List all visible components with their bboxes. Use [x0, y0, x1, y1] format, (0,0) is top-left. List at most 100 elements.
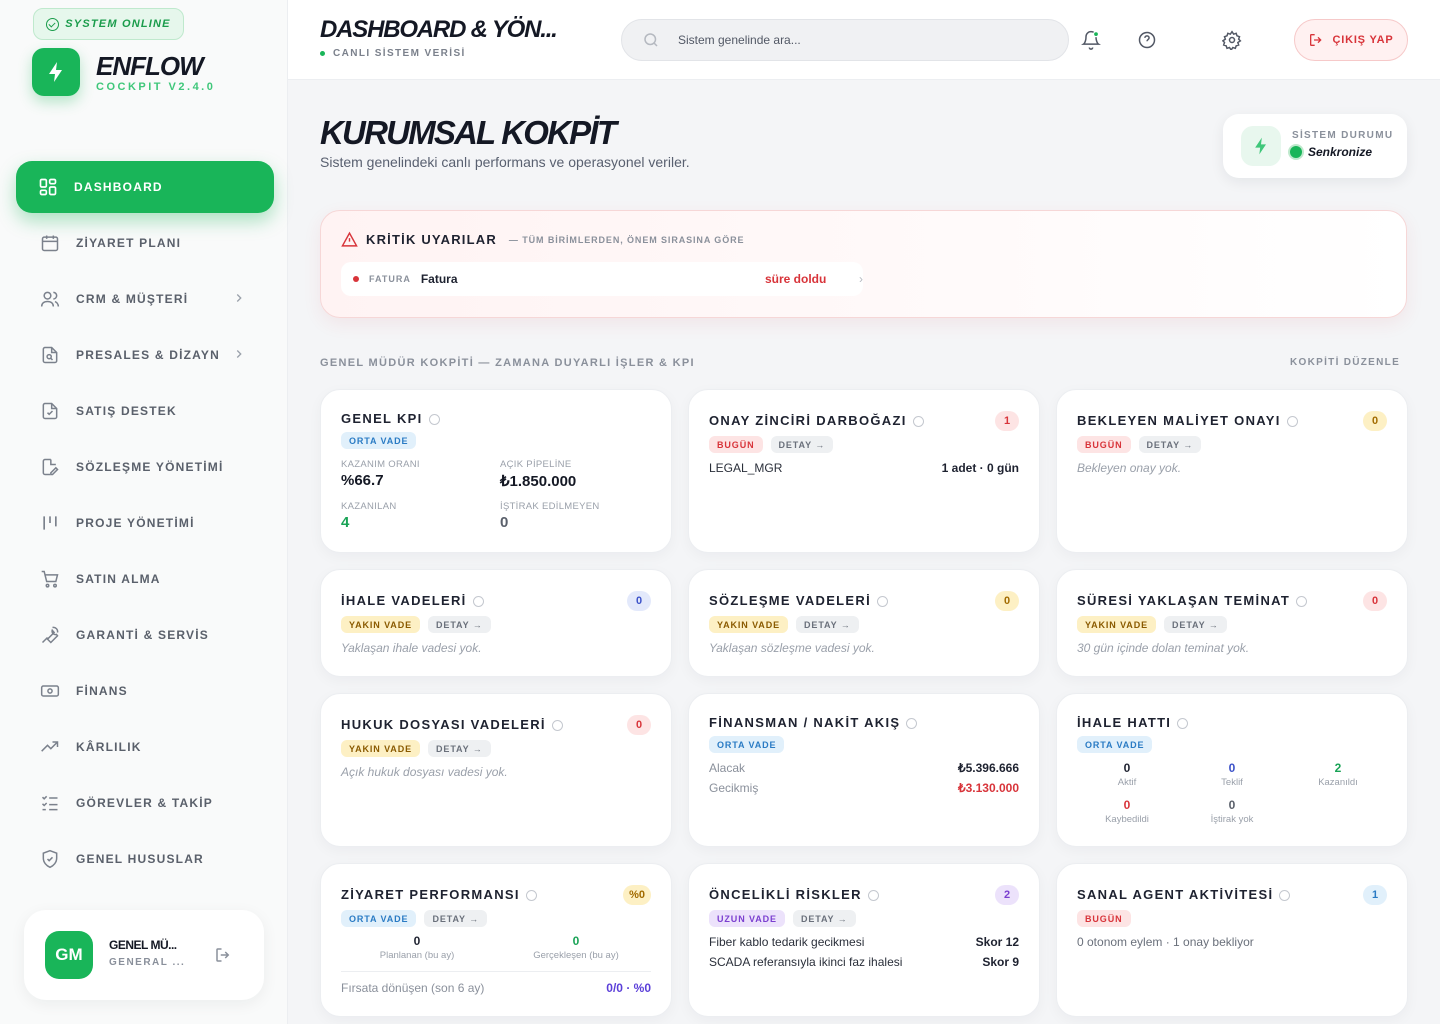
detail-button[interactable]: DETAY →	[1138, 436, 1202, 453]
win-rate-label: KAZANIM ORANI	[341, 459, 420, 470]
sidebar-item-sales-support[interactable]: SATIŞ DESTEK	[16, 385, 274, 437]
risk-name[interactable]: Fiber kablo tedarik gecikmesi	[709, 935, 865, 949]
priority-risks-card: ÖNCELİKLİ RİSKLER 2 UZUN VADE DETAY → Fib…	[688, 863, 1040, 1017]
sidebar-item-label: GÖREVLER & TAKİP	[76, 796, 213, 810]
page-title: DASHBOARD & YÖN...	[320, 16, 558, 43]
detail-button[interactable]: DETAY →	[770, 436, 834, 453]
risk-score: Skor 9	[982, 955, 1019, 969]
wrench-icon	[41, 626, 59, 644]
sidebar-item-presales[interactable]: PRESALES & DİZAYN	[16, 329, 274, 381]
file-check-icon	[42, 402, 58, 420]
info-icon[interactable]	[1286, 416, 1298, 427]
search-input[interactable]: Sistem genelinde ara...	[621, 19, 1069, 61]
sidebar-item-label: GARANTİ & SERVİS	[76, 628, 209, 642]
shield-check-icon	[42, 849, 58, 869]
help-icon[interactable]	[1137, 30, 1157, 50]
logout-icon[interactable]	[214, 946, 232, 964]
sidebar-item-warranty[interactable]: GARANTİ & SERVİS	[16, 609, 274, 661]
sidebar-item-purchasing[interactable]: SATIN ALMA	[16, 553, 274, 605]
sidebar-item-label: KÂRLILIK	[76, 740, 142, 754]
card-badges: ORTA VADE	[1077, 736, 1153, 753]
live-data-indicator: CANLI SİSTEM VERİSİ	[320, 48, 466, 59]
detail-button[interactable]: DETAY →	[428, 616, 491, 633]
sidebar-item-projects[interactable]: PROJE YÖNETİMİ	[16, 497, 274, 549]
stat-offer: 0 Teklif	[1202, 761, 1262, 788]
won-value: 4	[341, 514, 350, 531]
section-label: GENEL MÜDÜR KOKPİTİ — ZAMANA DUYARLI İŞL…	[320, 357, 695, 369]
done-label: Gerçekleşen (bu ay)	[533, 950, 619, 961]
info-icon[interactable]	[1296, 596, 1308, 607]
logout-button[interactable]: ÇIKIŞ YAP	[1294, 19, 1408, 61]
stat-value: 0	[1228, 798, 1236, 812]
alert-item[interactable]: FATURA Fatura süre doldu ›	[341, 262, 863, 296]
sidebar-item-contracts[interactable]: SÖZLEŞME YÖNETİMİ	[16, 441, 274, 493]
info-icon[interactable]	[525, 890, 537, 901]
card-title: SÖZLEŞME VADELERİ	[709, 593, 888, 608]
term-badge: YAKIN VADE	[341, 740, 421, 757]
sidebar-item-dashboard[interactable]: DASHBOARD	[16, 161, 274, 213]
info-icon[interactable]	[472, 596, 484, 607]
card-badges: ORTA VADE	[709, 736, 785, 753]
pipeline-label: AÇIK PİPELİNE	[500, 459, 572, 470]
users-icon	[40, 291, 60, 307]
chevron-right-icon[interactable]	[232, 347, 246, 361]
detail-button[interactable]: DETAY →	[1164, 616, 1227, 633]
info-icon[interactable]	[876, 596, 888, 607]
sidebar-item-crm[interactable]: CRM & MÜŞTERİ	[16, 273, 274, 325]
overdue-label: Gecikmiş	[709, 781, 759, 795]
detail-button[interactable]: DETAY →	[792, 910, 856, 927]
detail-button[interactable]: DETAY →	[424, 910, 488, 927]
won-label: KAZANILAN	[341, 501, 397, 512]
warning-icon	[341, 231, 358, 247]
card-badges: ORTA VADE	[341, 432, 417, 449]
edit-cockpit-link[interactable]: KOKPİTİ DÜZENLE	[1290, 357, 1401, 368]
sidebar-item-finance[interactable]: FİNANS	[16, 665, 274, 717]
card-title-text: SÜRESİ YAKLAŞAN TEMİNAT	[1077, 593, 1291, 608]
info-icon[interactable]	[867, 890, 879, 901]
calendar-icon	[41, 235, 59, 252]
risk-name[interactable]: SCADA referansıyla ikinci faz ihalesi	[709, 955, 903, 969]
card-badges: UZUN VADE DETAY →	[709, 910, 856, 927]
bell-icon[interactable]	[1081, 30, 1101, 50]
info-icon[interactable]	[428, 414, 440, 425]
receivable-value: ₺5.396.666	[957, 761, 1019, 775]
detail-button[interactable]: DETAY →	[796, 616, 859, 633]
card-badges: YAKIN VADE DETAY →	[1077, 616, 1227, 633]
sidebar-item-visit-plan[interactable]: ZİYARET PLANI	[16, 217, 274, 269]
count-badge: 2	[995, 885, 1019, 905]
card-title: HUKUK DOSYASI VADELERİ	[341, 717, 563, 732]
user-card[interactable]: GM GENEL MÜ... GENERAL ...	[24, 910, 264, 1000]
sidebar-item-general[interactable]: GENEL HUSUSLAR	[16, 833, 274, 885]
card-badges: ORTA VADE DETAY →	[341, 910, 488, 927]
alerts-title: KRİTİK UYARILAR	[366, 232, 497, 247]
stat-label: Kaybedildi	[1105, 814, 1149, 825]
card-title: ONAY ZİNCİRİ DARBOĞAZI	[709, 413, 924, 428]
info-icon[interactable]	[551, 720, 563, 731]
search-placeholder: Sistem genelinde ara...	[678, 33, 801, 47]
planned-stat: 0 Planlanan (bu ay)	[367, 934, 467, 961]
info-icon[interactable]	[912, 416, 924, 427]
logo-bolt-icon[interactable]	[32, 48, 80, 96]
status-dot-icon	[1290, 146, 1302, 158]
bolt-icon	[1241, 126, 1281, 166]
info-icon[interactable]	[1177, 718, 1189, 729]
alert-tag: FATURA	[369, 274, 411, 284]
info-icon[interactable]	[1279, 890, 1291, 901]
live-dot-icon	[320, 51, 325, 56]
detail-button[interactable]: DETAY →	[428, 740, 491, 757]
visit-performance-card: ZİYARET PERFORMANSI %0 ORTA VADE DETAY → …	[320, 863, 672, 1017]
stat-won: 2 Kazanıldı	[1308, 761, 1368, 788]
sidebar-item-profitability[interactable]: KÂRLILIK	[16, 721, 274, 773]
gear-icon[interactable]	[1222, 30, 1242, 50]
card-badges: BUGÜN DETAY →	[1077, 436, 1202, 453]
chevron-right-icon[interactable]	[232, 291, 246, 305]
overdue-value: ₺3.130.000	[957, 781, 1019, 795]
card-title: İHALE VADELERİ	[341, 593, 484, 608]
card-title-text: ZİYARET PERFORMANSI	[341, 887, 520, 902]
sidebar-item-tasks[interactable]: GÖREVLER & TAKİP	[16, 777, 274, 829]
kanban-icon	[43, 516, 57, 530]
alert-name: Fatura	[420, 272, 458, 286]
info-icon[interactable]	[906, 718, 918, 729]
term-badge: YAKIN VADE	[1077, 616, 1157, 633]
sync-status-text: Senkronize	[1308, 145, 1373, 159]
